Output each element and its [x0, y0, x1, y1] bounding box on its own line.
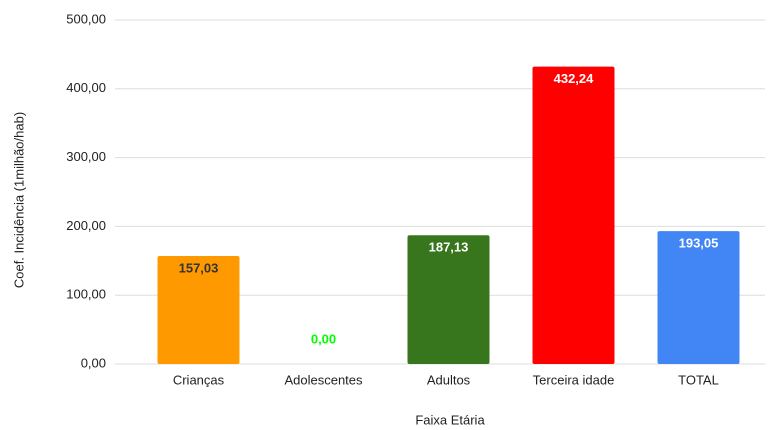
y-tick-label: 300,00 — [66, 149, 106, 164]
y-axis-title: Coef. Incidência (1milhão/hab) — [11, 112, 26, 288]
y-tick-label: 0,00 — [81, 355, 106, 370]
y-tick-label: 100,00 — [66, 287, 106, 302]
y-tick-label: 200,00 — [66, 218, 106, 233]
x-tick-label: Adolescentes — [284, 372, 363, 387]
data-label: 187,13 — [429, 240, 469, 255]
x-axis-title: Faixa Etária — [415, 412, 485, 427]
bar — [157, 255, 240, 364]
x-tick-label: Crianças — [173, 372, 225, 387]
y-tick-label: 500,00 — [66, 11, 106, 26]
x-tick-label: TOTAL — [678, 372, 719, 387]
data-label: 432,24 — [554, 71, 595, 86]
data-label: 193,05 — [679, 236, 719, 251]
data-label: 0,00 — [311, 331, 336, 346]
bar — [532, 66, 615, 364]
y-tick-label: 400,00 — [66, 80, 106, 95]
bar — [407, 235, 490, 364]
bar — [657, 231, 740, 364]
x-tick-label: Adultos — [427, 372, 471, 387]
x-tick-label: Terceira idade — [533, 372, 615, 387]
data-label: 157,03 — [179, 260, 219, 275]
